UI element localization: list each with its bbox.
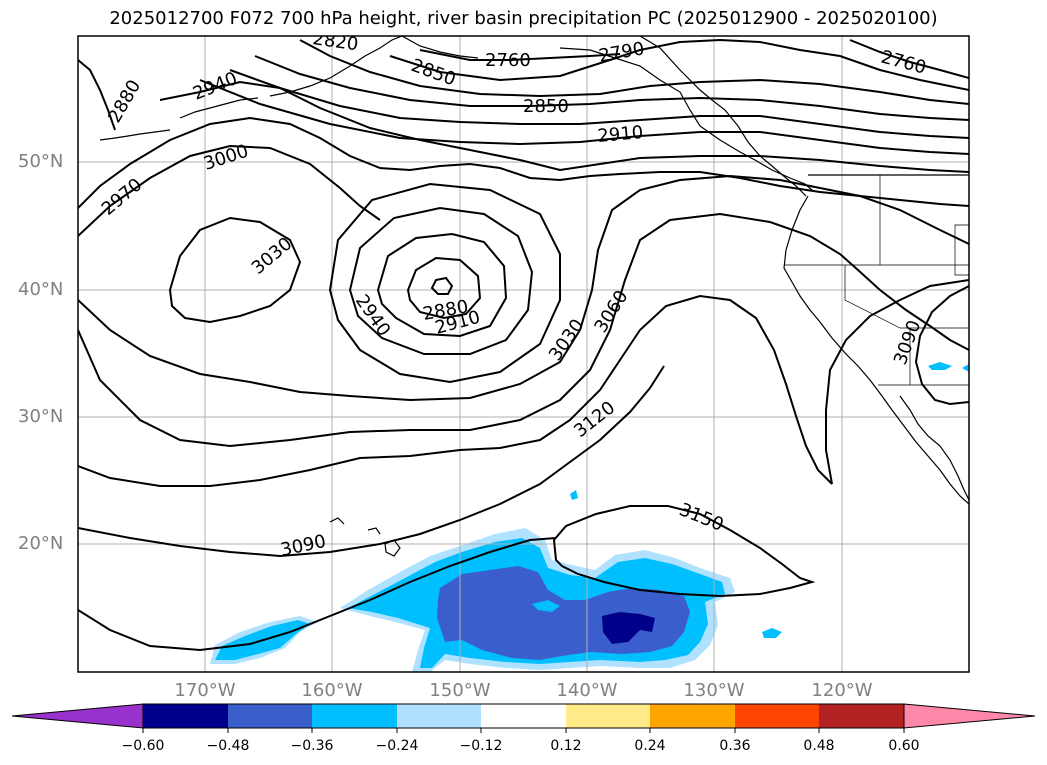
contour-2970-ring	[78, 116, 969, 209]
lon-label: 160°W	[301, 680, 363, 701]
contour-3120	[78, 365, 665, 558]
contour-2910	[199, 79, 969, 155]
colorbar-segment	[566, 704, 650, 728]
contour-2760-b	[849, 39, 969, 79]
contour-label: 2850	[523, 96, 569, 117]
coast-bc	[639, 36, 807, 197]
lon-label: 120°W	[811, 680, 873, 701]
contour-3030	[78, 174, 969, 402]
colorbar-segment	[312, 704, 397, 728]
colorbar-tick-label: 0.36	[719, 738, 751, 754]
lat-label: 30°N	[18, 406, 64, 427]
contour-3090-east	[825, 279, 969, 485]
contour-2880	[229, 69, 969, 139]
contour-low-2880	[430, 276, 454, 295]
coast-baja	[899, 395, 969, 501]
contour-low-2970	[348, 206, 534, 355]
contour-2820	[299, 39, 969, 105]
precip-region-main-darkest	[602, 612, 655, 644]
colorbar	[11, 703, 1036, 733]
colorbar-tick-label: −0.24	[375, 738, 419, 754]
lon-label: 140°W	[556, 680, 618, 701]
contour-label: 2820	[311, 28, 359, 55]
contour-3090-far-east	[914, 285, 969, 406]
contour-2880-north	[78, 59, 116, 131]
colorbar-tick-label: −0.36	[290, 738, 334, 754]
colorbar-segment	[228, 704, 312, 728]
colorbar-segment	[481, 704, 566, 728]
lat-label: 20°N	[18, 533, 64, 554]
contour-label: 2910	[597, 122, 644, 147]
contour-low-2910	[406, 256, 482, 320]
lon-label: 150°W	[429, 680, 491, 701]
lat-label: 40°N	[18, 279, 64, 300]
contour-3000-ring	[78, 144, 381, 237]
colorbar-tick-label: −0.60	[121, 738, 165, 754]
lat-label: 50°N	[18, 151, 64, 172]
colorbar-tick-label: 0.60	[888, 738, 920, 754]
contour-2940	[159, 80, 969, 173]
map-frame	[77, 35, 970, 673]
colorbar-extend-max	[903, 703, 1036, 729]
precip-spot-far-east-2	[962, 364, 969, 372]
colorbar-tick-label: 0.48	[803, 738, 835, 754]
precip-region-main-white-hole	[532, 600, 560, 612]
coast-alaska-gulf	[401, 36, 813, 191]
colorbar-tick-label: −0.12	[459, 738, 503, 754]
colorbar-tick-label: 0.24	[634, 738, 666, 754]
contour-3090-west	[78, 294, 833, 487]
contour-label: 2760	[485, 50, 531, 71]
colorbar-segment	[397, 704, 481, 728]
coast-alaska-aleutians	[99, 36, 403, 141]
contour-3000-mid	[328, 182, 561, 384]
contour-3090-south	[78, 537, 557, 652]
colorbar-frame	[142, 703, 905, 729]
contour-low-2940	[376, 232, 508, 338]
chart-title: 2025012700 F072 700 hPa height, river ba…	[109, 8, 938, 29]
colorbar-segment	[819, 704, 904, 728]
colorbar-tick-label: 0.12	[550, 738, 582, 754]
contour-2760-a	[419, 49, 621, 61]
colorbar-tick-label: −0.48	[206, 738, 250, 754]
precip-spot-small	[570, 490, 578, 500]
contour-3030-left	[168, 216, 302, 324]
precip-spot-far-east	[928, 362, 952, 370]
precip-spot-east	[762, 628, 782, 638]
lon-label: 130°W	[683, 680, 745, 701]
contour-3150	[552, 505, 816, 598]
lon-label: 170°W	[174, 680, 236, 701]
height-contours	[78, 38, 969, 652]
colorbar-ticks	[142, 728, 905, 733]
colorbar-segment	[650, 704, 735, 728]
colorbar-segment	[735, 704, 819, 728]
colorbar-extend-min	[11, 703, 144, 729]
contour-3060	[78, 212, 969, 448]
colorbar-segment	[143, 704, 228, 728]
coast-us-west	[783, 195, 969, 505]
contour-2790	[389, 38, 969, 91]
contour-2850	[254, 55, 969, 121]
